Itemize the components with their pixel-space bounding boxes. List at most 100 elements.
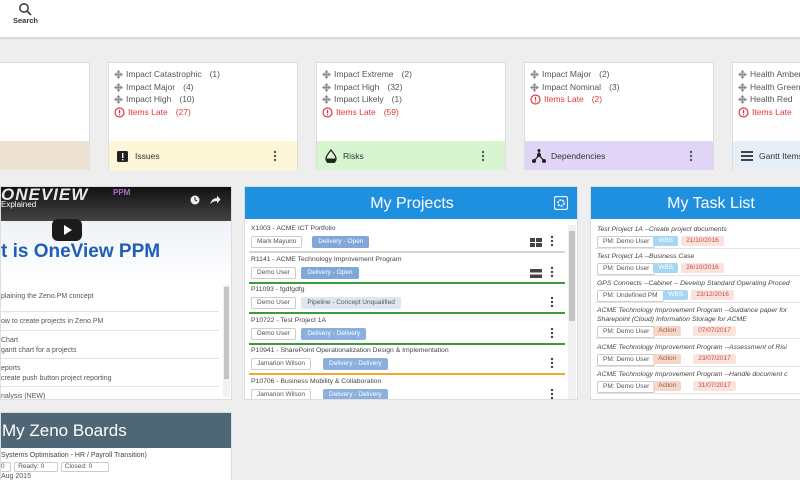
task-divider bbox=[595, 338, 800, 339]
project-title[interactable]: P10722 - Test Project 1A bbox=[251, 316, 327, 324]
project-owner: Demo User bbox=[251, 266, 296, 279]
video-chapter[interactable]: gantt chart for a projects bbox=[1, 347, 77, 354]
project-title[interactable]: P10706 - Business Mobility & Collaborati… bbox=[251, 377, 382, 385]
video-chapter[interactable]: eports bbox=[1, 365, 21, 372]
row-count: (32) bbox=[387, 81, 403, 92]
card-footer[interactable]: Issues bbox=[109, 141, 297, 170]
menu-button[interactable] bbox=[689, 150, 693, 162]
video-chapter[interactable]: nalysis (NEW) bbox=[1, 393, 46, 400]
task-title[interactable]: ACME Technology Improvement Program --Gu… bbox=[597, 307, 788, 323]
task-kind: Action bbox=[653, 326, 682, 336]
view-icon[interactable] bbox=[530, 238, 542, 247]
project-title[interactable]: P10941 - SharePoint Operationalization D… bbox=[251, 347, 449, 354]
project-owner: Jamarion Wilson bbox=[251, 358, 312, 370]
project-status[interactable]: Delivery - Delivery bbox=[301, 327, 367, 340]
footer-label[interactable]: Gantt Items bbox=[759, 151, 800, 161]
play-button[interactable] bbox=[52, 219, 82, 241]
menu-button[interactable] bbox=[550, 357, 554, 369]
project-status[interactable]: Delivery - Delivery bbox=[323, 388, 388, 399]
task-kind: Action bbox=[653, 354, 682, 364]
video-chapter[interactable]: Chart bbox=[1, 337, 19, 344]
search-icon[interactable] bbox=[18, 2, 32, 16]
clock-icon[interactable] bbox=[190, 195, 200, 205]
task-title[interactable]: GPS Connects --Cabinet -- Develop Standa… bbox=[597, 280, 790, 287]
row-count: (4) bbox=[183, 81, 194, 92]
task-title[interactable]: Test Project 1A --Create project documen… bbox=[597, 226, 727, 233]
search-label[interactable]: Search bbox=[13, 16, 39, 25]
scrollbar-thumb[interactable] bbox=[224, 287, 229, 379]
row-icon bbox=[738, 82, 747, 92]
footer-label[interactable]: Risks bbox=[343, 151, 364, 161]
card-row[interactable]: Impact High (10) bbox=[126, 94, 195, 105]
project-title[interactable]: R1141 - ACME Technology Improvement Prog… bbox=[251, 255, 402, 263]
board-stat: Closed: 0 bbox=[60, 462, 109, 472]
task-title[interactable]: ACME Technology Improvement Program --As… bbox=[597, 344, 787, 351]
board-name[interactable]: Systems Optimisation - HR / Payroll Tran… bbox=[1, 452, 147, 459]
footer-icon bbox=[325, 149, 337, 163]
card-footer[interactable]: Risks bbox=[317, 141, 505, 170]
task-title[interactable]: Test Project 1A --Business Case bbox=[597, 253, 695, 260]
card-row[interactable]: Impact High (32) bbox=[334, 81, 403, 92]
task-kind: WBS bbox=[653, 263, 678, 273]
card-footer[interactable]: Dependencies bbox=[525, 141, 713, 170]
row-icon bbox=[114, 82, 123, 92]
project-status[interactable]: Delivery - Open bbox=[301, 266, 359, 279]
footer-label[interactable]: Issues bbox=[135, 151, 160, 161]
task-pm: PM: Demo User bbox=[597, 236, 656, 248]
projects-panel: My Projects X1003 - ACME ICT Portfolio Mar… bbox=[244, 186, 578, 400]
row-icon bbox=[322, 82, 331, 92]
project-title[interactable]: X1003 - ACME ICT Portfolio bbox=[251, 225, 336, 232]
card-row[interactable]: Impact Catastrophic (1) bbox=[126, 69, 220, 79]
task-pm: PM: Demo User bbox=[597, 354, 656, 366]
project-owner: Jamarion Wilson bbox=[251, 388, 312, 399]
footer-label[interactable]: Dependencies bbox=[551, 151, 606, 161]
project-owner: Demo User bbox=[251, 327, 296, 340]
card-row[interactable]: Impact Major (2) bbox=[542, 69, 610, 79]
late-icon bbox=[322, 107, 333, 118]
card-row[interactable]: Health Red bbox=[750, 94, 793, 105]
project-divider bbox=[249, 281, 565, 284]
card-row[interactable]: Impact Likely (1) bbox=[334, 94, 402, 105]
task-date: 23/12/2016 bbox=[691, 290, 734, 300]
project-status[interactable]: Delivery - Open bbox=[312, 236, 370, 248]
video-chapter[interactable]: create push button project reporting bbox=[1, 375, 112, 382]
summary-card: Health Amber Health Green Health Red Items … bbox=[732, 62, 800, 170]
project-title[interactable]: P11093 - fgdfgdfg bbox=[251, 286, 305, 293]
share-icon[interactable] bbox=[209, 195, 221, 205]
card-row[interactable]: Impact Major (4) bbox=[126, 81, 194, 92]
items-late[interactable]: Items Late bbox=[752, 106, 792, 117]
video-headline: t is OneView PPM bbox=[1, 241, 161, 262]
boards-panel: My Zeno Boards Systems Optimisation - HR … bbox=[0, 412, 232, 480]
items-late[interactable]: Items Late (27) bbox=[128, 106, 191, 117]
scrollbar-thumb[interactable] bbox=[569, 231, 575, 321]
card-row[interactable]: Impact Nominal (3) bbox=[542, 81, 620, 92]
menu-button[interactable] bbox=[550, 327, 554, 339]
project-status[interactable]: Delivery - Delivery bbox=[323, 358, 388, 370]
project-status[interactable]: Pipeline - Concept Unqualified bbox=[301, 297, 401, 309]
menu-button[interactable] bbox=[550, 388, 554, 400]
view-icon[interactable] bbox=[530, 268, 542, 278]
menu-button[interactable] bbox=[550, 266, 554, 278]
menu-button[interactable] bbox=[481, 150, 485, 162]
video-chapter[interactable]: plaining the Zeno.PM concept bbox=[1, 293, 94, 300]
card-footer[interactable]: Gantt Items bbox=[733, 141, 800, 170]
menu-button[interactable] bbox=[550, 235, 554, 247]
task-pm: PM: Demo User bbox=[597, 381, 656, 393]
row-icon bbox=[738, 70, 747, 79]
footer-icon bbox=[532, 149, 546, 163]
menu-button[interactable] bbox=[550, 296, 554, 308]
card-row[interactable]: Health Amber bbox=[750, 69, 800, 79]
task-pm: PM: Undefined PM bbox=[597, 290, 664, 302]
menu-button[interactable] bbox=[273, 150, 277, 162]
row-icon bbox=[114, 70, 123, 79]
items-late[interactable]: Items Late (59) bbox=[336, 106, 399, 117]
task-date: 31/07/2017 bbox=[693, 381, 736, 391]
late-count: (2) bbox=[591, 94, 603, 105]
settings-icon[interactable] bbox=[554, 196, 568, 210]
video-chapter[interactable]: ow to create projects in Zeno.PM bbox=[1, 318, 104, 325]
task-pm: PM: Demo User bbox=[597, 263, 656, 275]
items-late[interactable]: Items Late (2) bbox=[544, 94, 603, 105]
card-row[interactable]: Health Green bbox=[750, 81, 800, 92]
card-row[interactable]: Impact Extreme (2) bbox=[334, 69, 412, 79]
task-title[interactable]: ACME Technology Improvement Program --Ha… bbox=[597, 371, 788, 378]
